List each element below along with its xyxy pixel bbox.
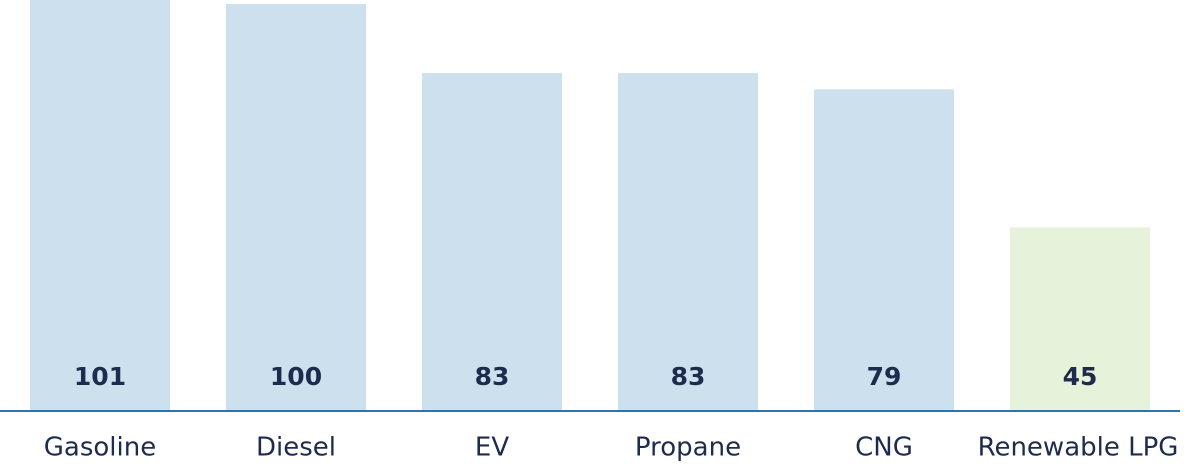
value-label: 83 <box>671 362 706 391</box>
bar <box>422 73 562 410</box>
x-tick-label: Diesel <box>256 433 336 463</box>
x-tick-label: CNG <box>855 433 913 463</box>
bar <box>618 73 758 410</box>
bar <box>1010 227 1150 410</box>
value-label: 45 <box>1063 362 1098 391</box>
bar <box>814 89 954 410</box>
x-tick-label: Renewable LPG <box>978 433 1179 463</box>
x-tick-label: Gasoline <box>44 433 156 463</box>
bar <box>30 0 170 410</box>
value-label: 83 <box>475 362 510 391</box>
x-tick-label: EV <box>475 433 509 463</box>
x-tick-label: Propane <box>635 433 741 463</box>
bar <box>226 4 366 410</box>
value-label: 101 <box>74 362 126 391</box>
value-label: 79 <box>867 362 902 391</box>
value-label: 100 <box>270 362 322 391</box>
